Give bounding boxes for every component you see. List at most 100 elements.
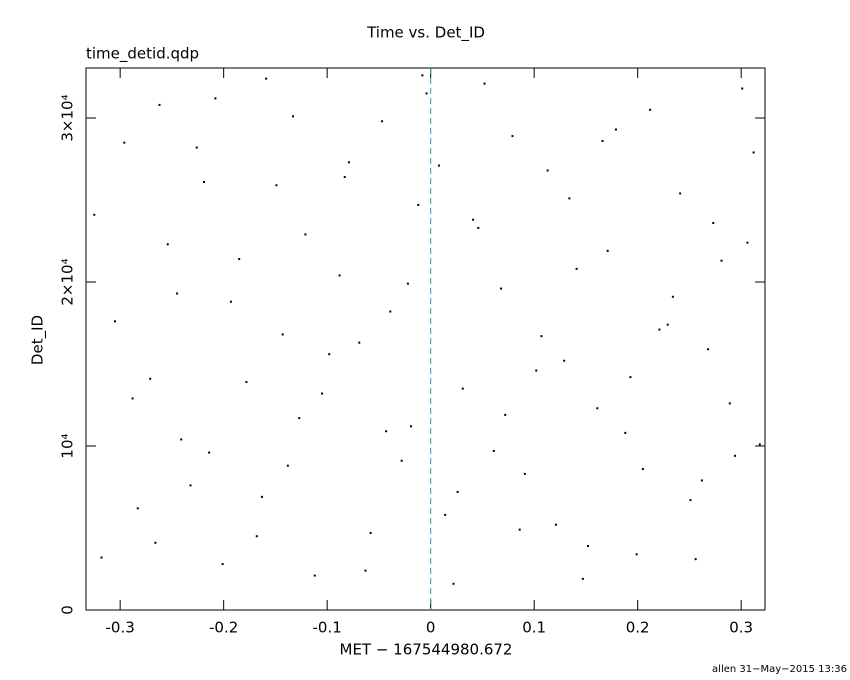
point [461,387,464,390]
point [406,282,409,285]
point [255,535,258,538]
point [629,376,632,379]
chart-title: Time vs. Det_ID [366,24,485,43]
point [208,451,211,454]
point [568,197,571,200]
point [500,287,503,290]
point [596,407,599,410]
x-tick-label: -0.3 [106,619,135,637]
point [100,556,103,559]
point [679,192,682,195]
chart-subtitle: time_detid.qdp [86,45,199,64]
point [614,128,617,131]
point [410,425,413,428]
y-tick-label: 10⁴ [59,433,77,458]
point [400,459,403,462]
y-axis-label: Det_ID [29,315,48,365]
point [452,582,455,585]
point [746,241,749,244]
x-tick-label: 0.1 [522,619,546,637]
point [286,464,289,467]
point [601,139,604,142]
point [444,513,447,516]
point [166,243,169,246]
point [741,87,744,90]
point [202,180,205,183]
point [421,74,424,77]
point [189,484,192,487]
point [492,449,495,452]
point [635,553,638,556]
point [385,430,388,433]
point [477,226,480,229]
point [245,381,248,384]
point [158,103,161,106]
point [136,507,139,510]
point [320,392,323,395]
point [358,341,361,344]
point [554,523,557,526]
point [581,577,584,580]
point [265,77,268,80]
point [229,300,232,303]
point [671,295,674,298]
point [606,249,609,252]
point [624,431,627,434]
y-tick-label: 0 [59,605,77,615]
point [437,164,440,167]
point [304,233,307,236]
point [176,292,179,295]
point [720,259,723,262]
point [456,490,459,493]
y-tick-label: 3×10⁴ [59,94,77,141]
point [281,333,284,336]
point [338,274,341,277]
point [535,369,538,372]
point [113,320,116,323]
point [292,115,295,118]
point [221,563,224,566]
point [666,323,669,326]
point [369,531,372,534]
point [238,258,241,261]
x-tick-label: -0.2 [209,619,238,637]
point [364,569,367,572]
point [195,146,198,149]
point [313,574,316,577]
footer: allen 31−May−2015 13:36 [712,664,847,675]
point [752,151,755,154]
point [149,377,152,380]
point [587,545,590,548]
point [546,169,549,172]
point [641,467,644,470]
point [389,310,392,313]
point [483,82,486,85]
point [575,267,578,270]
x-tick-label: 0.2 [626,619,650,637]
point [260,495,263,498]
point [511,135,514,138]
point [563,359,566,362]
x-axis-label: MET − 167544980.672 [340,641,513,659]
point [733,454,736,457]
point [328,353,331,356]
point [347,161,350,164]
y-tick-label: 2×10⁴ [59,258,77,305]
point [649,108,652,111]
point [180,438,183,441]
point [381,120,384,123]
point [275,184,278,187]
x-tick-label: 0 [426,619,436,637]
point [658,328,661,331]
point [214,97,217,100]
point [518,528,521,531]
point [694,558,697,561]
point [728,402,731,405]
point [472,218,475,221]
point [417,203,420,206]
point [758,443,761,446]
point [131,397,134,400]
point [712,221,715,224]
point [343,176,346,179]
